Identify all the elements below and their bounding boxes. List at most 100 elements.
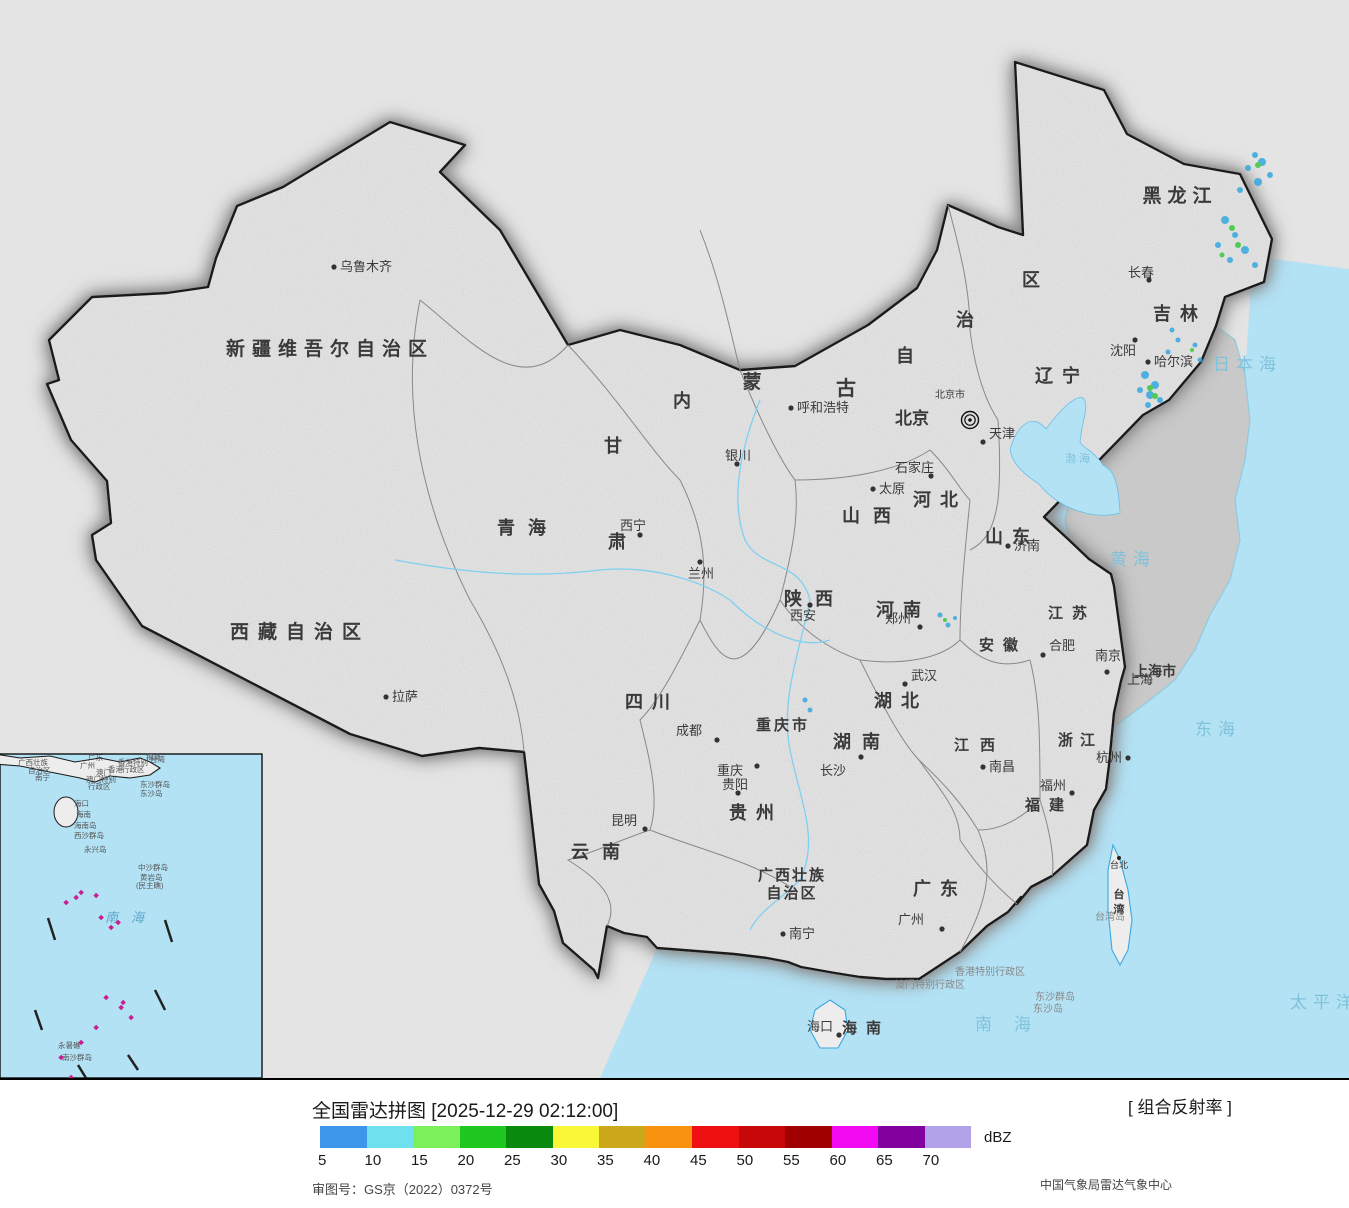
svg-text:陕西: 陕西 bbox=[784, 588, 846, 609]
svg-text:西安: 西安 bbox=[790, 608, 816, 623]
svg-text:青海: 青海 bbox=[497, 517, 559, 538]
svg-text:❖: ❖ bbox=[120, 999, 126, 1007]
svg-text:拉萨: 拉萨 bbox=[392, 689, 418, 704]
svg-text:南 海: 南 海 bbox=[105, 910, 146, 925]
svg-text:新疆维吾尔自治区: 新疆维吾尔自治区 bbox=[226, 337, 434, 360]
svg-text:天津: 天津 bbox=[989, 426, 1015, 441]
svg-text:江西: 江西 bbox=[954, 736, 1006, 754]
svg-text:台北: 台北 bbox=[1110, 859, 1128, 870]
svg-text:❖: ❖ bbox=[58, 1054, 64, 1062]
svg-text:❖: ❖ bbox=[98, 914, 104, 922]
svg-text:自治区: 自治区 bbox=[766, 884, 817, 902]
svg-text:乌鲁木齐: 乌鲁木齐 bbox=[340, 259, 392, 274]
svg-text:肃: 肃 bbox=[608, 531, 626, 552]
svg-text:湖北: 湖北 bbox=[874, 691, 928, 711]
svg-text:澳门特别行政区: 澳门特别行政区 bbox=[895, 978, 965, 991]
svg-text:❖: ❖ bbox=[108, 924, 114, 932]
svg-text:广东: 广东 bbox=[913, 878, 967, 899]
svg-text:辽宁: 辽宁 bbox=[1035, 365, 1089, 386]
svg-text:太原: 太原 bbox=[879, 481, 905, 496]
svg-text:古: 古 bbox=[836, 376, 856, 400]
svg-text:台: 台 bbox=[1114, 887, 1125, 901]
svg-text:东海: 东海 bbox=[1195, 720, 1241, 739]
svg-text:日本海: 日本海 bbox=[1213, 355, 1282, 374]
svg-text:西宁: 西宁 bbox=[620, 518, 646, 533]
svg-text:黄海: 黄海 bbox=[1110, 550, 1156, 569]
svg-text:海南岛: 海南岛 bbox=[74, 820, 97, 830]
svg-text:湖南: 湖南 bbox=[833, 731, 891, 752]
svg-text:渤海: 渤海 bbox=[1065, 451, 1093, 465]
svg-text:东沙岛: 东沙岛 bbox=[1033, 1002, 1063, 1015]
svg-text:南沙群岛: 南沙群岛 bbox=[62, 1052, 92, 1062]
svg-text:南京: 南京 bbox=[1095, 648, 1121, 663]
svg-text:区: 区 bbox=[1022, 270, 1040, 290]
svg-text:杭州: 杭州 bbox=[1096, 750, 1122, 765]
svg-text:海口: 海口 bbox=[807, 1019, 833, 1034]
svg-text:哈尔滨: 哈尔滨 bbox=[1154, 354, 1193, 369]
svg-text:武汉: 武汉 bbox=[911, 668, 937, 683]
svg-text:郑州: 郑州 bbox=[885, 611, 911, 626]
svg-text:云南: 云南 bbox=[571, 841, 633, 862]
svg-text:江苏: 江苏 bbox=[1048, 604, 1096, 622]
svg-text:❖: ❖ bbox=[68, 1074, 74, 1078]
svg-text:蒙: 蒙 bbox=[742, 371, 761, 393]
svg-text:河北: 河北 bbox=[913, 490, 967, 510]
svg-text:❖: ❖ bbox=[78, 1039, 84, 1047]
svg-text:昆明: 昆明 bbox=[611, 813, 637, 828]
svg-text:台湾岛: 台湾岛 bbox=[1095, 910, 1125, 923]
svg-text:❖: ❖ bbox=[115, 919, 121, 927]
svg-text:贵阳: 贵阳 bbox=[722, 777, 748, 792]
svg-text:❖: ❖ bbox=[93, 1024, 99, 1032]
svg-text:东沙岛: 东沙岛 bbox=[140, 788, 163, 798]
svg-text:长沙: 长沙 bbox=[820, 763, 846, 778]
svg-text:吉林: 吉林 bbox=[1153, 303, 1207, 324]
svg-text:永兴岛: 永兴岛 bbox=[84, 844, 107, 854]
svg-text:浙江: 浙江 bbox=[1058, 731, 1102, 749]
svg-text:北京市: 北京市 bbox=[935, 388, 965, 401]
svg-text:❖: ❖ bbox=[103, 994, 109, 1002]
svg-text:广西壮族: 广西壮族 bbox=[758, 866, 826, 884]
svg-text:广州: 广州 bbox=[80, 760, 95, 770]
svg-text:四川: 四川 bbox=[625, 692, 679, 712]
svg-text:行政区: 行政区 bbox=[122, 764, 145, 774]
svg-text:东沙群岛: 东沙群岛 bbox=[1035, 990, 1075, 1003]
svg-text:山西: 山西 bbox=[842, 506, 904, 526]
svg-text:太平洋: 太平洋 bbox=[1290, 993, 1349, 1012]
svg-text:成都: 成都 bbox=[676, 723, 702, 738]
svg-text:上海: 上海 bbox=[1127, 672, 1153, 687]
svg-text:自: 自 bbox=[896, 345, 914, 366]
svg-text:西藏自治区: 西藏自治区 bbox=[230, 620, 370, 643]
svg-text:南昌: 南昌 bbox=[989, 759, 1015, 774]
svg-text:北京: 北京 bbox=[895, 408, 929, 428]
svg-text:长春: 长春 bbox=[1128, 265, 1154, 280]
svg-text:银川: 银川 bbox=[725, 448, 751, 463]
svg-text:重庆: 重庆 bbox=[717, 763, 743, 778]
svg-text:安徽: 安徽 bbox=[979, 636, 1027, 654]
svg-text:海南: 海南 bbox=[76, 809, 91, 819]
svg-text:(民主礁): (民主礁) bbox=[136, 880, 164, 890]
svg-text:南宁: 南宁 bbox=[35, 772, 50, 782]
svg-text:南宁: 南宁 bbox=[789, 926, 815, 941]
svg-text:呼和浩特: 呼和浩特 bbox=[797, 400, 849, 415]
svg-text:行政区: 行政区 bbox=[88, 781, 111, 791]
svg-text:南海: 南海 bbox=[975, 1015, 1053, 1034]
svg-text:石家庄: 石家庄 bbox=[895, 460, 934, 475]
svg-text:济南: 济南 bbox=[1014, 538, 1040, 553]
svg-text:❖: ❖ bbox=[93, 892, 99, 900]
svg-text:治: 治 bbox=[956, 309, 974, 330]
svg-text:揭岚: 揭岚 bbox=[146, 752, 161, 762]
svg-text:广州: 广州 bbox=[898, 912, 924, 927]
svg-text:❖: ❖ bbox=[63, 899, 69, 907]
svg-text:贵州: 贵州 bbox=[729, 803, 783, 823]
svg-text:海南: 海南 bbox=[842, 1019, 890, 1037]
svg-text:重庆市: 重庆市 bbox=[756, 716, 810, 734]
svg-text:❖: ❖ bbox=[128, 1014, 134, 1022]
svg-text:福建: 福建 bbox=[1024, 796, 1073, 814]
svg-text:东沙群岛: 东沙群岛 bbox=[140, 779, 170, 789]
svg-text:合肥: 合肥 bbox=[1049, 638, 1075, 653]
svg-text:黑龙江: 黑龙江 bbox=[1142, 184, 1217, 207]
svg-text:香港特别行政区: 香港特别行政区 bbox=[955, 965, 1025, 978]
svg-text:❖: ❖ bbox=[73, 894, 79, 902]
svg-text:西沙群岛: 西沙群岛 bbox=[74, 830, 104, 840]
svg-text:海口: 海口 bbox=[74, 798, 89, 808]
